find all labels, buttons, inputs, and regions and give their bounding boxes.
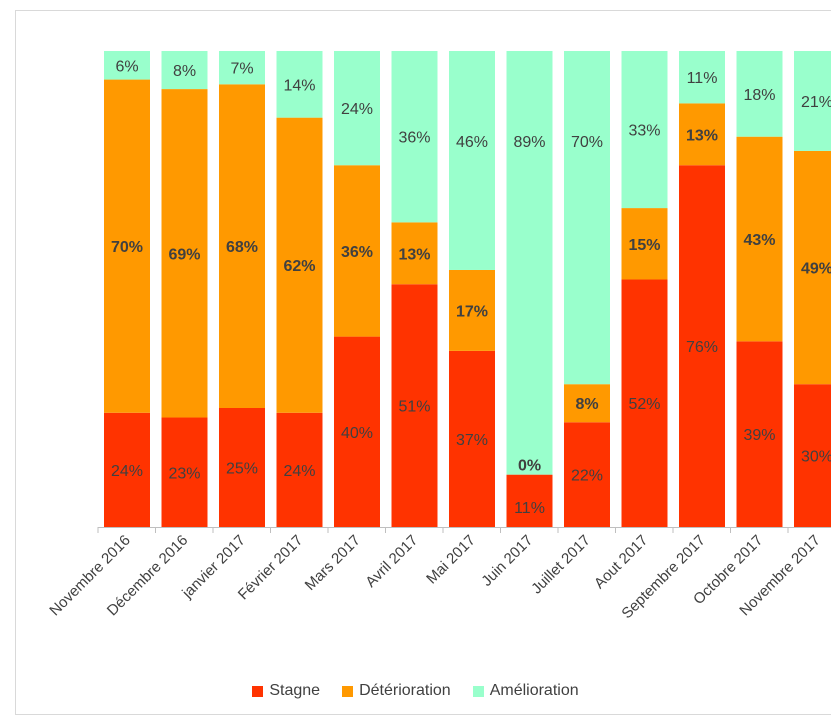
bar-amlioration-0: [104, 51, 150, 80]
value-label: 43%: [743, 232, 775, 249]
bar-dtrioration-9: [621, 208, 668, 280]
value-label: 7%: [230, 61, 253, 78]
legend-item-dtrioration: Détérioration: [342, 682, 451, 700]
value-label: 46%: [456, 134, 488, 151]
bar-amlioration-8: [564, 51, 610, 385]
value-label: 0%: [518, 458, 541, 475]
bar-amlioration-5: [391, 51, 438, 223]
value-label: 51%: [398, 399, 430, 416]
legend: Stagne Détérioration Amélioration: [0, 682, 831, 700]
value-label: 22%: [571, 468, 603, 485]
x-tick-label: Mars 2017: [302, 532, 364, 594]
legend-swatch: [252, 685, 264, 697]
bar-amlioration-3: [276, 51, 323, 118]
value-label: 18%: [743, 87, 775, 104]
x-tick-label: Mai 2017: [423, 532, 479, 588]
value-label: 69%: [168, 246, 200, 263]
legend-item-amlioration: Amélioration: [472, 682, 579, 700]
value-label: 40%: [341, 425, 373, 442]
x-tick-label: Juin 2017: [478, 532, 536, 590]
bar-stagne-3: [276, 412, 323, 527]
legend-swatch: [342, 685, 354, 697]
value-label: 49%: [801, 261, 831, 278]
value-label: 11%: [514, 500, 545, 517]
bar-dtrioration-4: [334, 165, 380, 337]
bar-amlioration-2: [219, 51, 265, 85]
bar-stagne-12: [794, 384, 831, 527]
legend-swatch: [472, 685, 484, 697]
bars-group: [104, 51, 831, 528]
bar-amlioration-9: [621, 51, 668, 209]
value-label: 89%: [513, 134, 545, 151]
bar-stagne-0: [104, 412, 150, 527]
value-label: 13%: [398, 246, 430, 263]
legend-label: Stagne: [269, 682, 321, 699]
bar-dtrioration-2: [219, 84, 265, 408]
bar-amlioration-6: [449, 51, 495, 270]
value-label: 70%: [571, 134, 603, 151]
legend-item-stagne: Stagne: [252, 682, 320, 700]
value-label: 23%: [168, 465, 200, 482]
bar-dtrioration-0: [104, 79, 150, 413]
bar-dtrioration-12: [794, 150, 831, 385]
legend-label: Détérioration: [359, 682, 451, 699]
value-label: 39%: [743, 427, 775, 444]
bar-stagne-7: [506, 474, 553, 527]
x-tick-label: Avril 2017: [362, 532, 421, 591]
legend-label: Amélioration: [489, 682, 579, 699]
value-label: 15%: [628, 237, 660, 254]
bar-dtrioration-6: [449, 269, 495, 351]
value-label: 62%: [283, 258, 315, 275]
value-label: 36%: [341, 244, 373, 261]
value-label: 24%: [341, 101, 373, 118]
bar-dtrioration-11: [736, 136, 783, 342]
value-label: 76%: [686, 339, 718, 356]
bar-dtrioration-5: [391, 222, 438, 285]
value-label: 11%: [687, 70, 718, 87]
bar-amlioration-10: [679, 51, 725, 104]
value-label: 25%: [226, 461, 258, 478]
value-label: 24%: [283, 463, 315, 480]
bar-stagne-1: [161, 417, 208, 527]
value-label: 30%: [801, 449, 831, 466]
value-label: 17%: [456, 303, 488, 320]
value-label: 36%: [398, 130, 430, 147]
bar-amlioration-1: [161, 51, 208, 90]
bar-amlioration-11: [736, 51, 783, 137]
value-label: 6%: [115, 58, 138, 75]
value-label: 24%: [111, 463, 143, 480]
bar-dtrioration-10: [679, 103, 725, 166]
bar-dtrioration-8: [564, 384, 610, 423]
bar-stagne-6: [449, 350, 495, 527]
value-label: 8%: [173, 63, 196, 80]
bar-stagne-9: [621, 279, 668, 527]
value-labels-group: 24% 70% 6% 23% 69% 8% 25% 68% 7% 24% 62% 14% 40% 36% 2…: [111, 58, 831, 517]
value-label: 13%: [686, 127, 718, 144]
bar-dtrioration-3: [276, 117, 323, 413]
bar-stagne-11: [736, 341, 783, 527]
value-label: 21%: [801, 94, 831, 111]
value-label: 8%: [575, 396, 598, 413]
bar-amlioration-7: [506, 51, 553, 475]
value-label: 14%: [283, 77, 315, 94]
bar-stagne-8: [564, 422, 610, 527]
x-tick-label: Aout 2017: [591, 532, 651, 592]
bar-amlioration-12: [794, 51, 831, 151]
value-label: 52%: [628, 396, 660, 413]
bar-stagne-2: [219, 408, 265, 527]
x-tick-label: Juillet 2017: [528, 532, 594, 598]
value-label: 70%: [111, 239, 143, 256]
bar-amlioration-4: [334, 51, 380, 166]
bar-stagne-10: [679, 165, 725, 528]
value-label: 37%: [456, 432, 488, 449]
bar-stagne-5: [391, 284, 438, 527]
bar-stagne-4: [334, 336, 380, 527]
value-label: 33%: [628, 123, 660, 140]
value-label: 68%: [226, 239, 258, 256]
bar-dtrioration-1: [161, 89, 208, 418]
